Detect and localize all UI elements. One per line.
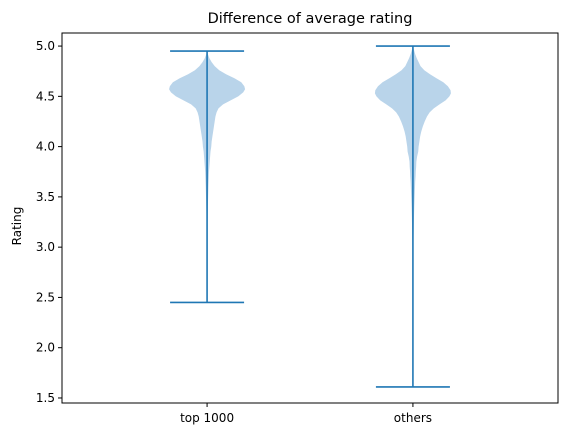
chart-title: Difference of average rating [208,11,413,27]
y-axis-label: Rating [10,207,24,246]
x-tick-label: others [394,411,432,425]
plot-area: 1.5 2.0 2.5 3.0 3.5 4.0 4.5 5.0 top 1000 others [36,32,559,425]
y-tick-label: 2.5 [36,290,55,304]
y-tick-label: 2.0 [36,341,55,355]
y-tick-label: 5.0 [36,39,55,53]
plot-frame [61,32,559,404]
y-tick-label: 4.5 [36,89,55,103]
y-tick-label: 1.5 [36,391,55,405]
x-tick-label: top 1000 [180,411,234,425]
y-tick-label: 3.0 [36,240,55,254]
y-tick-label: 4.0 [36,140,55,154]
y-tick-label: 3.5 [36,190,55,204]
